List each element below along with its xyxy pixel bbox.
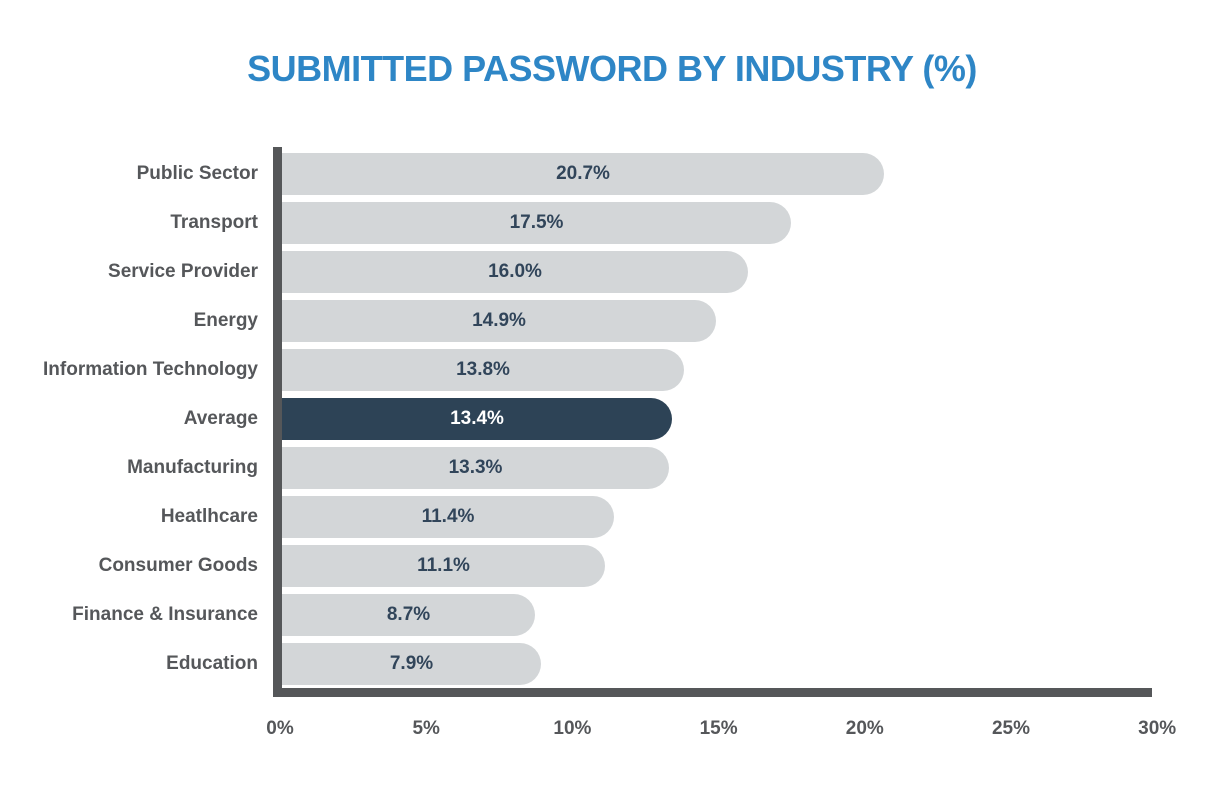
bar: 11.4% bbox=[282, 496, 614, 538]
bar: 7.9% bbox=[282, 643, 541, 685]
value-label: 11.1% bbox=[417, 555, 470, 576]
value-label: 13.3% bbox=[448, 457, 503, 478]
category-label: Transport bbox=[170, 212, 258, 233]
value-label: 16.0% bbox=[488, 261, 542, 282]
chart-title: SUBMITTED PASSWORD BY INDUSTRY (%) bbox=[247, 48, 977, 89]
bar: 17.5% bbox=[282, 202, 791, 244]
value-label: 13.4% bbox=[450, 408, 504, 429]
category-label: Service Provider bbox=[108, 261, 258, 282]
value-label: 20.7% bbox=[556, 163, 610, 184]
value-label: 14.9% bbox=[472, 310, 526, 331]
bars: 20.7% 17.5% 16.0% 14.9% 13.8% 13.4% 13.3% 11.4%… bbox=[282, 153, 884, 692]
x-axis-ticks: 0% 5% 10% 15% 20% 25% 30% bbox=[0, 718, 1224, 748]
category-label: Heatlhcare bbox=[160, 506, 258, 527]
x-tick-label: 20% bbox=[845, 718, 884, 739]
x-tick-label: 5% bbox=[412, 718, 440, 739]
category-label: Energy bbox=[193, 310, 258, 331]
bar: 16.0% bbox=[282, 251, 748, 293]
category-label: Public Sector bbox=[136, 163, 258, 184]
x-tick-label: 15% bbox=[699, 718, 738, 739]
category-label: Finance & Insurance bbox=[72, 604, 258, 625]
bar: 14.9% bbox=[282, 300, 716, 342]
value-label: 13.8% bbox=[456, 359, 510, 380]
x-tick-label: 10% bbox=[553, 718, 592, 739]
value-label: 17.5% bbox=[509, 212, 564, 233]
plot-area: 20.7% 17.5% 16.0% 14.9% 13.8% 13.4% 13.3% 11.4%… bbox=[273, 147, 1152, 697]
category-label: Consumer Goods bbox=[98, 555, 258, 576]
category-label: Average bbox=[183, 408, 258, 429]
value-label: 7.9% bbox=[389, 653, 434, 674]
value-label: 8.7% bbox=[386, 604, 431, 625]
bar-highlight: 13.4% bbox=[282, 398, 672, 440]
x-tick-label: 30% bbox=[1138, 718, 1177, 739]
bar: 13.3% bbox=[282, 447, 669, 489]
bar: 8.7% bbox=[282, 594, 535, 636]
value-label: 11.4% bbox=[421, 506, 475, 527]
category-label: Education bbox=[166, 653, 258, 674]
category-label: Information Technology bbox=[43, 359, 258, 380]
x-tick-label: 0% bbox=[266, 718, 294, 739]
category-labels: Public Sector Transport Service Provider En… bbox=[0, 153, 258, 692]
bar: 20.7% bbox=[282, 153, 884, 195]
bar: 13.8% bbox=[282, 349, 684, 391]
x-tick-label: 25% bbox=[991, 718, 1031, 739]
bar: 11.1% bbox=[282, 545, 605, 587]
category-label: Manufacturing bbox=[127, 457, 258, 478]
